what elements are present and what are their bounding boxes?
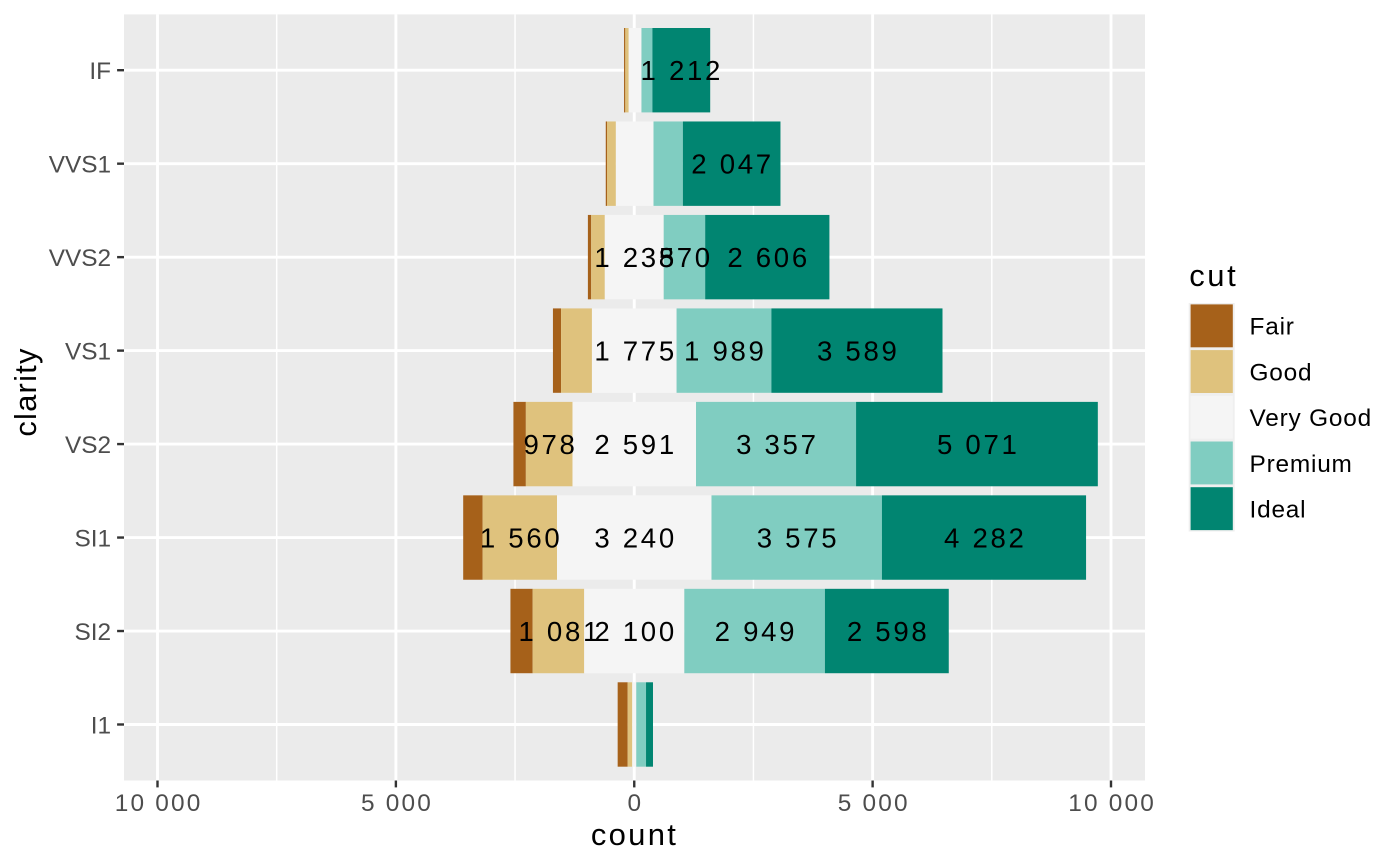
svg-text:Premium: Premium <box>1250 451 1353 478</box>
svg-text:10 000: 10 000 <box>1068 790 1156 817</box>
svg-text:1 081: 1 081 <box>518 616 601 647</box>
svg-text:1 560: 1 560 <box>480 522 563 553</box>
svg-text:3 357: 3 357 <box>736 429 819 460</box>
svg-text:2 591: 2 591 <box>594 429 677 460</box>
svg-text:2 606: 2 606 <box>727 242 810 273</box>
svg-text:1 775: 1 775 <box>594 336 677 367</box>
svg-text:clarity: clarity <box>8 347 43 436</box>
svg-text:VS1: VS1 <box>65 338 111 365</box>
svg-text:1 989: 1 989 <box>684 336 767 367</box>
svg-text:SI2: SI2 <box>74 619 111 646</box>
svg-text:3 589: 3 589 <box>817 336 900 367</box>
svg-text:count: count <box>591 817 678 852</box>
svg-text:5 000: 5 000 <box>838 790 910 817</box>
svg-text:978: 978 <box>523 429 577 460</box>
svg-text:VVS2: VVS2 <box>49 245 111 272</box>
svg-text:VVS1: VVS1 <box>49 151 111 178</box>
svg-text:0: 0 <box>627 790 643 817</box>
svg-text:I1: I1 <box>91 712 111 739</box>
svg-text:2 949: 2 949 <box>715 616 798 647</box>
svg-text:5 000: 5 000 <box>361 790 433 817</box>
svg-text:IF: IF <box>89 58 111 85</box>
svg-text:2 100: 2 100 <box>594 616 677 647</box>
svg-text:3 240: 3 240 <box>594 522 677 553</box>
svg-text:3 575: 3 575 <box>757 522 840 553</box>
svg-text:870: 870 <box>659 242 713 273</box>
svg-text:10 000: 10 000 <box>115 790 203 817</box>
svg-text:5 071: 5 071 <box>937 429 1020 460</box>
svg-text:4 282: 4 282 <box>944 522 1027 553</box>
svg-text:VS2: VS2 <box>65 432 111 459</box>
svg-text:Good: Good <box>1250 359 1313 386</box>
svg-text:2 047: 2 047 <box>691 149 774 180</box>
svg-text:Very Good: Very Good <box>1250 405 1372 432</box>
svg-text:Fair: Fair <box>1250 314 1295 341</box>
svg-text:1 235: 1 235 <box>594 242 677 273</box>
svg-text:1 212: 1 212 <box>641 55 724 86</box>
svg-text:SI1: SI1 <box>74 525 111 552</box>
svg-text:cut: cut <box>1189 258 1238 293</box>
svg-text:2 598: 2 598 <box>847 616 930 647</box>
svg-text:Ideal: Ideal <box>1250 496 1307 523</box>
